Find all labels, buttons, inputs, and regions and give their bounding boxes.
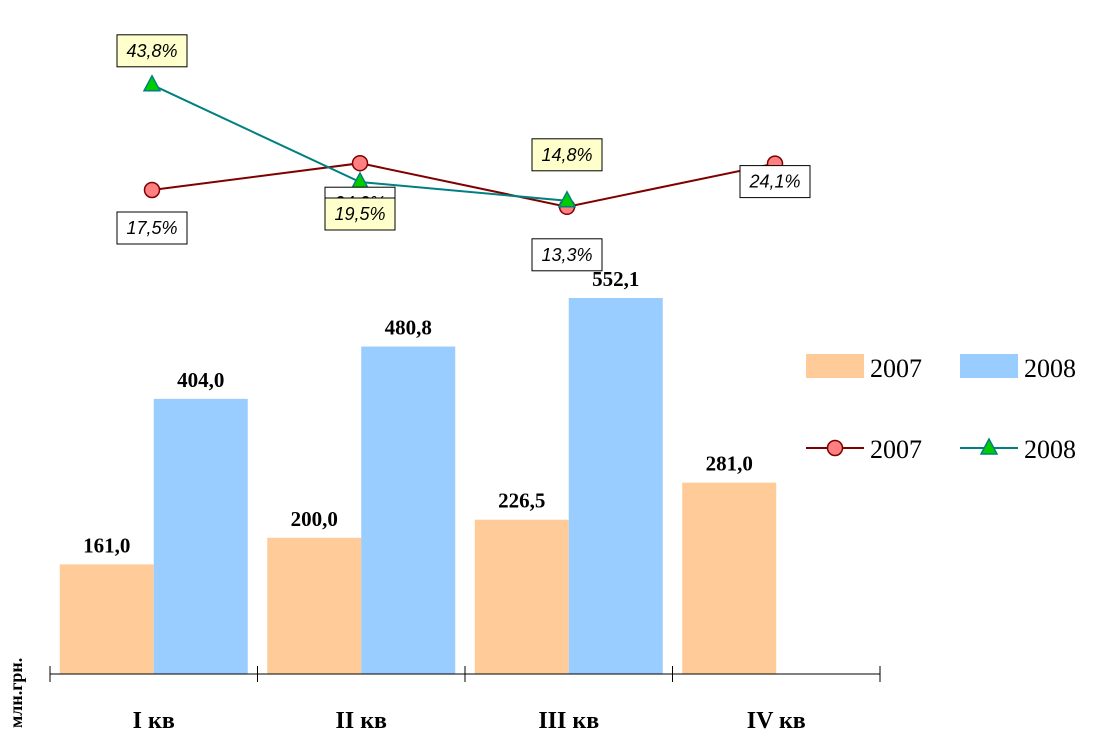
- percent-label-box: [116, 211, 188, 245]
- bar-2007: [682, 482, 777, 674]
- y-axis-label: млн.грн.: [6, 658, 26, 728]
- percent-label-text: 17,5%: [126, 218, 177, 238]
- percent-label-text: 19,5%: [334, 204, 385, 224]
- line-point: [143, 181, 161, 199]
- line-point: [557, 190, 577, 208]
- bar-value-label: 226,5: [498, 489, 545, 513]
- percent-label-box: [531, 238, 603, 272]
- category-label: III кв: [538, 708, 599, 733]
- bar-2008: [361, 346, 456, 674]
- bar-value-label: 404,0: [177, 368, 224, 392]
- percent-label-text: 14,8%: [541, 145, 592, 165]
- percent-label: 24,1%: [739, 165, 811, 199]
- category-labels-layer: I кв II кв III кв IV кв: [133, 708, 806, 733]
- bars-layer: [59, 298, 777, 674]
- percent-label: 19,5%: [324, 197, 396, 231]
- category-label: I кв: [133, 708, 175, 733]
- bar-2007: [59, 564, 154, 674]
- bar-value-label: 480,8: [385, 316, 432, 340]
- percent-labels-layer: 17,5%24,2%13,3%24,1%43,8%19,5%14,8%: [116, 34, 811, 272]
- line-point: [350, 171, 370, 189]
- category-label: II кв: [336, 708, 388, 733]
- bar-2007: [474, 519, 569, 674]
- legend: 2007 2008 2007 2008: [806, 354, 1076, 464]
- legend-label: 2007: [870, 354, 922, 383]
- bar-2007: [267, 537, 362, 674]
- line-2007: [151, 162, 776, 208]
- percent-label-text: 13,3%: [541, 245, 592, 265]
- bar-value-label: 281,0: [706, 452, 753, 476]
- percent-label: 17,5%: [116, 211, 188, 245]
- legend-label: 2008: [1024, 354, 1076, 383]
- legend-swatch-bar: [960, 354, 1018, 378]
- bar-2008: [153, 398, 248, 674]
- bar-value-label: 200,0: [291, 507, 338, 531]
- legend-label: 2007: [870, 435, 922, 464]
- legend-swatch-bar: [806, 354, 864, 378]
- bar-2008: [568, 298, 663, 674]
- line-point: [351, 154, 369, 172]
- percent-label-box: [116, 34, 188, 68]
- lines-layer: [142, 74, 784, 216]
- bar-value-label: 161,0: [83, 533, 130, 557]
- line-point: [142, 74, 162, 92]
- x-ticks-layer: [49, 666, 881, 682]
- percent-label: 43,8%: [116, 34, 188, 68]
- percent-label: 13,3%: [531, 238, 603, 272]
- legend-marker: [826, 439, 844, 457]
- legend-marker: [979, 437, 999, 455]
- percent-label-text: 24,1%: [748, 172, 800, 192]
- percent-label-text: 43,8%: [126, 41, 177, 61]
- legend-label: 2008: [1024, 435, 1076, 464]
- percent-label-box: [739, 165, 811, 199]
- category-label: IV кв: [747, 708, 806, 733]
- percent-label-box: [531, 138, 603, 172]
- percent-label-box: [324, 197, 396, 231]
- percent-label: 14,8%: [531, 138, 603, 172]
